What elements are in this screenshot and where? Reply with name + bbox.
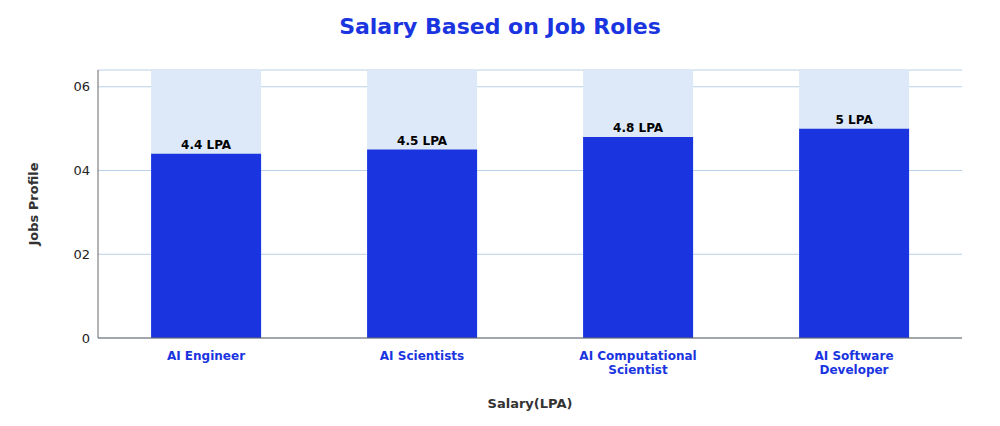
html-text:Salary Based on Job Roles: Salary Based on Job Roles — [339, 14, 661, 39]
svg-text:AI Engineer: AI Engineer — [167, 349, 245, 363]
svg-text:06: 06 — [73, 79, 90, 94]
svg-text:4.5 LPA: 4.5 LPA — [397, 134, 448, 148]
svg-text:4.8 LPA: 4.8 LPA — [613, 121, 664, 135]
svg-text:5 LPA: 5 LPA — [836, 113, 874, 127]
svg-text:Jobs Profile: Jobs Profile — [26, 162, 41, 246]
svg-text:04: 04 — [73, 163, 90, 178]
svg-text:02: 02 — [73, 247, 90, 262]
svg-text:4.4 LPA: 4.4 LPA — [181, 138, 232, 152]
svg-text:AI ComputationalScientist: AI ComputationalScientist — [579, 349, 696, 377]
svg-text:0: 0 — [82, 331, 90, 346]
svg-text:AI Scientists: AI Scientists — [380, 349, 464, 363]
svg-text:AI SoftwareDeveloper: AI SoftwareDeveloper — [814, 349, 893, 377]
svg-text:Salary(LPA): Salary(LPA) — [488, 396, 573, 411]
